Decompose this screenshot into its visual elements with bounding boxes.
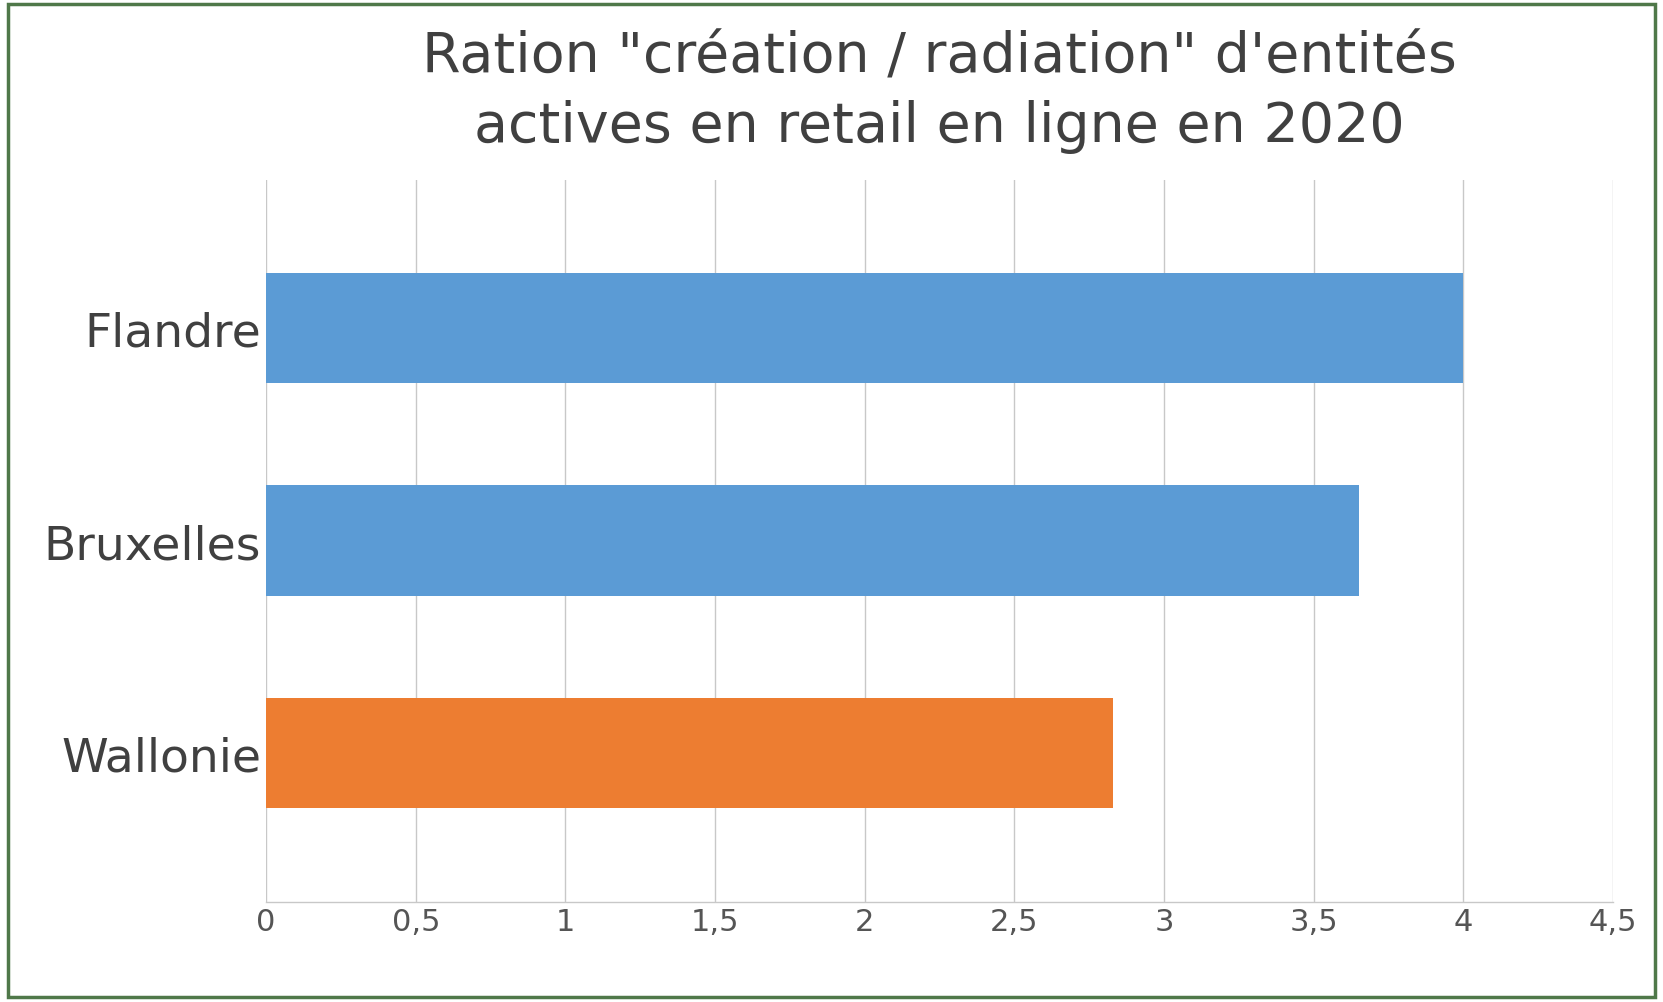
Title: Ration "création / radiation" d'entités
actives en retail en ligne en 2020: Ration "création / radiation" d'entités …	[422, 31, 1457, 153]
Bar	[266, 698, 1113, 809]
Bar	[266, 486, 1359, 596]
Bar	[266, 274, 1463, 384]
